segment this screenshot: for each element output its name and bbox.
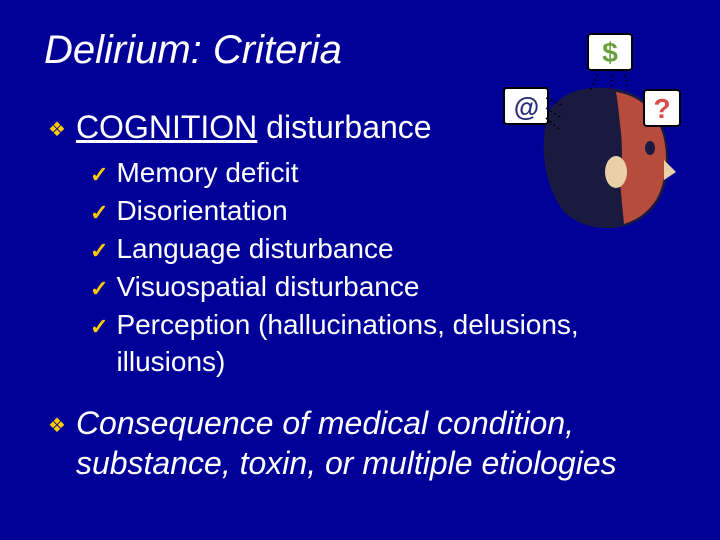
sub-text: Visuospatial disturbance: [116, 269, 419, 306]
bullet-consequence: ❖ Consequence of medical condition, subs…: [48, 403, 680, 483]
check-icon: ✓: [90, 160, 108, 190]
bullet-text: COGNITION disturbance: [76, 107, 432, 147]
slide: Delirium: Criteria ❖ COGNITION disturban…: [0, 0, 720, 540]
check-icon: ✓: [90, 312, 108, 342]
sub-text: Memory deficit: [116, 155, 298, 192]
check-icon: ✓: [90, 198, 108, 228]
bullet-rest: disturbance: [257, 109, 431, 145]
check-icon: ✓: [90, 274, 108, 304]
at-icon: @: [513, 92, 538, 122]
question-icon: ?: [653, 93, 670, 124]
dollar-icon: $: [602, 37, 618, 68]
confused-head-icon: $ @ ?: [464, 32, 684, 232]
sub-item: ✓ Language disturbance: [90, 231, 680, 268]
check-icon: ✓: [90, 236, 108, 266]
underline-word: COGNITION: [76, 109, 257, 145]
sub-text: Perception (hallucinations, delusions, i…: [116, 307, 680, 381]
sub-item: ✓ Visuospatial disturbance: [90, 269, 680, 306]
sub-text: Disorientation: [116, 193, 287, 230]
bullet-text-italic: Consequence of medical condition, substa…: [76, 403, 680, 483]
sub-item: ✓ Perception (hallucinations, delusions,…: [90, 307, 680, 381]
diamond-icon: ❖: [48, 416, 66, 436]
sub-text: Language disturbance: [116, 231, 393, 268]
diamond-icon: ❖: [48, 120, 66, 140]
